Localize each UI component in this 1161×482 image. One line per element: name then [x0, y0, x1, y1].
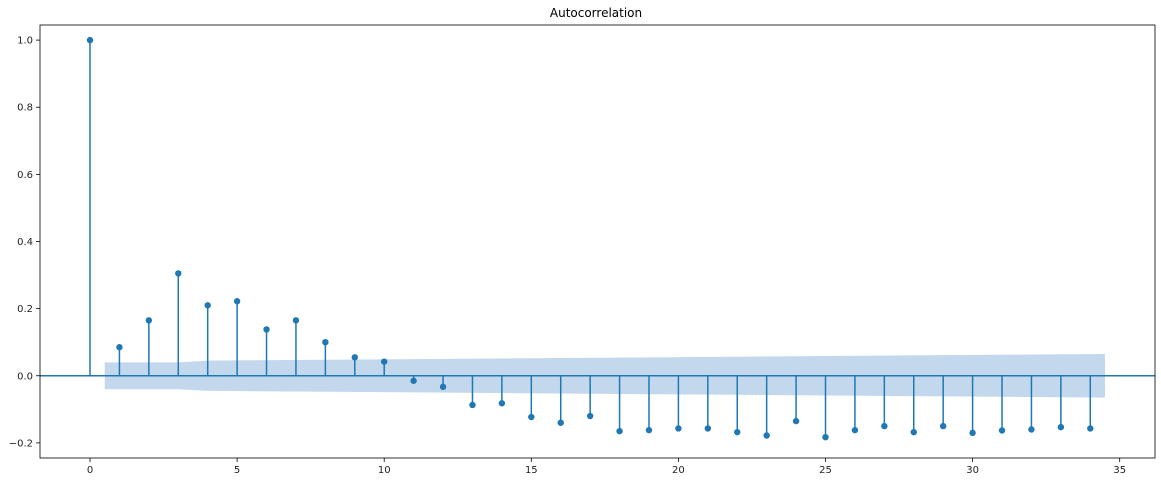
data-point — [1057, 423, 1065, 431]
data-point — [322, 338, 329, 346]
y-tick-label: 0.8 — [17, 103, 33, 114]
data-point — [175, 270, 182, 277]
data-point — [528, 413, 535, 421]
y-tick-label: 0.4 — [17, 237, 33, 248]
data-point — [792, 417, 800, 425]
data-point — [557, 419, 564, 426]
axes-layer: 0 5 10 15 20 25 30 35 −0.2 0.0 0.2 0.4 0.6 0.8 1.0 — [9, 24, 1156, 476]
data-point — [410, 377, 417, 384]
data-point — [822, 433, 829, 441]
data-point — [704, 425, 712, 432]
x-tick-label: 20 — [672, 465, 685, 476]
stem-layer — [86, 36, 1094, 441]
data-point — [469, 401, 476, 409]
data-point — [910, 428, 917, 436]
data-point — [675, 425, 682, 432]
data-point — [381, 358, 388, 365]
data-point — [263, 326, 270, 333]
data-point — [1087, 425, 1094, 432]
data-point — [439, 383, 447, 391]
data-point — [351, 354, 358, 361]
data-point — [851, 426, 859, 434]
data-point — [763, 432, 770, 439]
data-point — [86, 36, 94, 44]
y-tick-label: 0.2 — [17, 304, 33, 315]
data-point — [498, 400, 506, 407]
data-point — [645, 426, 653, 434]
y-tick-label: 0.0 — [17, 371, 33, 382]
data-point — [969, 429, 976, 437]
x-tick-label: 10 — [378, 465, 391, 476]
data-point — [1028, 426, 1035, 433]
x-tick-label: 5 — [234, 465, 240, 476]
x-tick-label: 30 — [966, 465, 979, 476]
data-point — [881, 422, 888, 430]
data-point — [998, 427, 1006, 434]
x-tick-label: 35 — [1113, 465, 1126, 476]
x-tick-label: 0 — [87, 465, 93, 476]
chart-title: Autocorrelation — [550, 6, 642, 20]
data-point — [939, 422, 947, 430]
data-point — [204, 302, 211, 309]
y-tick-label: 0.6 — [17, 170, 33, 181]
y-tick-label: 1.0 — [17, 36, 33, 47]
data-point — [734, 428, 741, 436]
y-tick-label: −0.2 — [9, 438, 33, 449]
data-point — [116, 344, 123, 351]
data-point — [233, 298, 241, 305]
data-point — [145, 317, 153, 324]
data-point — [586, 412, 594, 420]
data-point — [616, 427, 623, 435]
x-tick-label: 15 — [525, 465, 538, 476]
x-tick-label: 25 — [819, 465, 832, 476]
data-point — [292, 317, 300, 324]
